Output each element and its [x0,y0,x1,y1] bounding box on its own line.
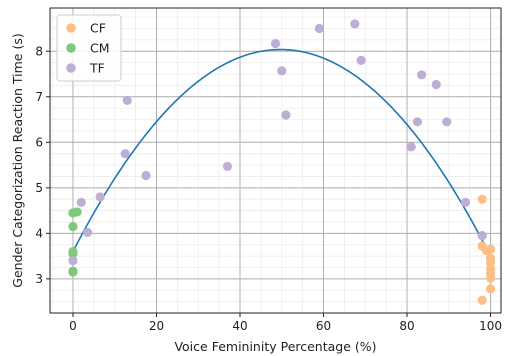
data-points-layer [68,19,496,305]
legend-marker-cf [66,23,76,33]
data-point-tf [141,170,151,181]
x-tick-label: 20 [149,319,164,333]
y-axis-label: Gender Categorization Reaction Time (s) [10,33,25,287]
data-point-tf [281,110,291,120]
data-point-cf [485,244,496,254]
data-point-cf [477,194,487,204]
data-point-tf [76,197,86,207]
y-tick-label: 5 [35,181,43,195]
data-point-tf [431,79,441,90]
data-point-cm [68,249,78,259]
y-tick-label: 3 [35,272,43,286]
y-tick-label: 8 [35,45,43,59]
x-tick-label: 100 [479,319,502,333]
legend: CF CM TF [56,14,122,82]
quadratic-fit-line [72,48,492,257]
data-point-tf [120,149,130,159]
data-point-cf [485,273,496,283]
data-point-tf [460,197,471,207]
data-point-tf [442,117,452,127]
data-point-tf [406,142,416,152]
axis-ticks: 0 20 40 60 80 100 3 4 5 6 7 8 [35,45,502,333]
data-point-tf [277,66,287,76]
legend-label-cm: CM [90,41,110,56]
data-point-tf [82,227,93,238]
x-tick-label: 0 [69,319,77,333]
y-tick-label: 6 [35,136,43,150]
x-tick-label: 80 [399,319,414,333]
x-axis-label: Voice Femininity Percentage (%) [174,339,376,354]
data-point-tf [270,38,281,49]
legend-marker-tf [66,63,76,73]
data-point-tf [122,95,132,106]
data-point-cm [68,221,78,232]
data-point-cm [68,267,78,277]
major-grid [50,8,501,313]
data-point-tf [412,117,423,127]
data-point-cm [72,207,82,217]
y-tick-label: 4 [35,227,43,241]
fit-curve-layer [72,48,492,257]
data-point-tf [356,55,366,65]
data-point-tf [95,192,105,202]
data-point-cf [477,295,487,305]
data-point-tf [350,19,360,29]
legend-marker-cm [66,43,76,53]
x-tick-label: 60 [316,319,331,333]
data-point-cf [485,284,496,294]
data-point-tf [477,231,487,241]
legend-label-cf: CF [90,21,106,36]
plot-frame [49,7,502,314]
data-point-tf [417,70,427,80]
data-point-tf [222,161,233,172]
y-tick-label: 7 [35,90,43,104]
data-point-tf [68,256,78,266]
data-point-tf [314,23,324,34]
x-tick-label: 40 [232,319,247,333]
legend-label-tf: TF [89,61,105,76]
